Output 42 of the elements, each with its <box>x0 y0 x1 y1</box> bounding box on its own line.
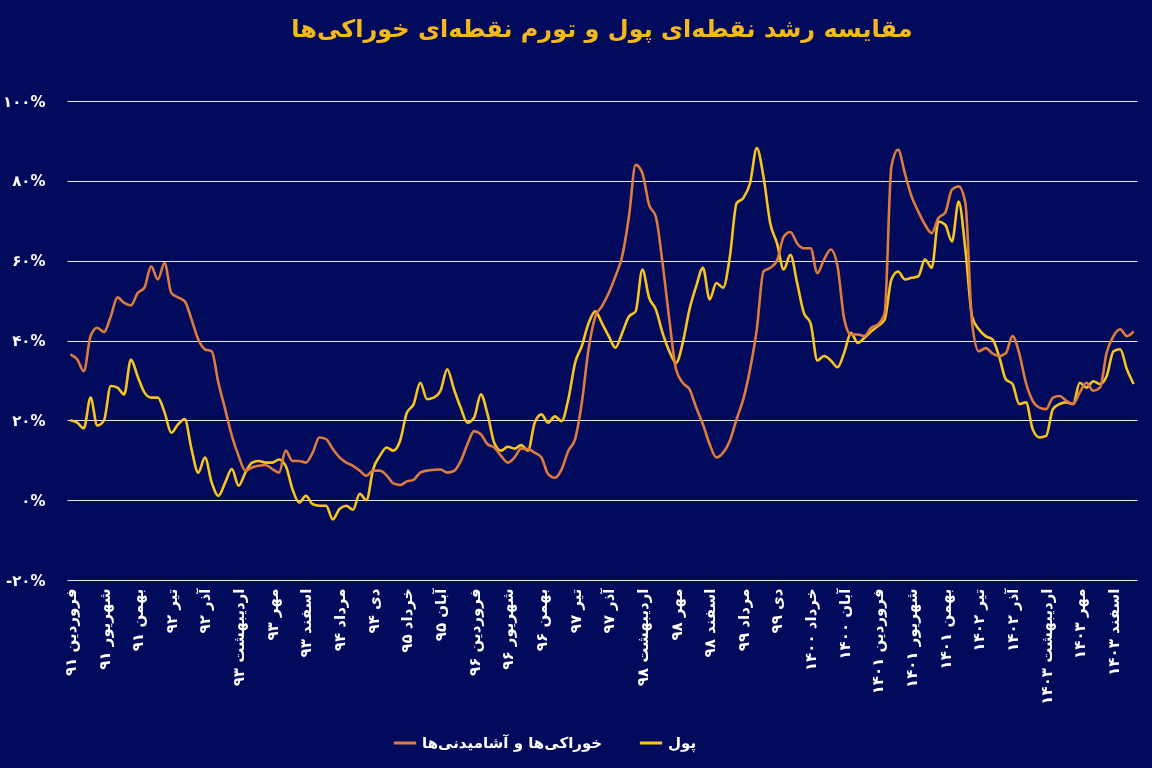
x-tick-label: اردیبهشت ۱۴۰۳ <box>1037 588 1056 705</box>
x-tick-label: فروردین ۹۱ <box>61 588 80 676</box>
x-tick-label: خرداد ۱۴۰۰ <box>802 588 821 672</box>
chart-title: مقایسه رشد نقطه‌ای پول و تورم نقطه‌ای خوراکی‌ها <box>291 15 913 43</box>
legend-label: پول <box>668 734 697 753</box>
x-tick-label: دی ۹۴ <box>364 588 383 634</box>
x-tick-label: مرداد ۹۴ <box>331 588 350 652</box>
x-tick-label: شهریور ۱۴۰۱ <box>903 588 922 689</box>
x-tick-label: آذر ۱۴۰۲ <box>1004 587 1022 652</box>
x-tick-label: اسفند ۱۴۰۳ <box>1104 588 1123 676</box>
x-tick-label: شهریور ۹۶ <box>499 588 518 670</box>
x-tick-label: آبان ۱۴۰۰ <box>835 587 854 660</box>
y-tick-label: ۴۰% <box>12 332 46 350</box>
x-tick-label: بهمن ۱۴۰۱ <box>936 588 955 670</box>
x-tick-label: بهمن ۹۱ <box>129 588 148 652</box>
y-tick-label: ۸۰% <box>12 172 46 191</box>
x-tick-label: دی ۹۹ <box>768 588 787 634</box>
x-tick-label: شهریور ۹۱ <box>95 588 114 670</box>
x-tick-label: آبان ۹۵ <box>431 587 450 642</box>
x-tick-label: اردیبهشت ۹۳ <box>230 588 249 687</box>
x-tick-label: اسفند ۹۳ <box>297 588 316 658</box>
x-tick-label: آذر ۹۷ <box>600 587 619 634</box>
x-tick-label: اسفند ۹۸ <box>701 588 720 658</box>
y-tick-label: ۲۰% <box>12 411 46 430</box>
y-tick-label: ۰% <box>21 491 46 510</box>
x-tick-label: مهر ۱۴۰۳ <box>1071 588 1090 659</box>
x-tick-label: تیر ۹۲ <box>162 588 181 634</box>
x-tick-label: خرداد ۹۵ <box>398 588 417 653</box>
x-tick-label: تیر ۱۴۰۲ <box>970 588 989 652</box>
x-tick-label: مرداد ۹۹ <box>734 588 753 652</box>
legend-label: خوراکی‌ها و آشامیدنی‌ها <box>422 734 603 752</box>
y-tick-label: ۱۰۰% <box>3 92 46 111</box>
x-tick-label: فروردین ۱۴۰۱ <box>869 588 888 695</box>
x-tick-label: مهر ۹۸ <box>667 588 686 641</box>
x-tick-label: آذر ۹۲ <box>196 587 215 634</box>
x-tick-label: بهمن ۹۶ <box>532 588 551 652</box>
x-tick-label: مهر ۹۳ <box>263 588 282 641</box>
y-tick-label: -۲۰% <box>5 571 46 590</box>
x-tick-label: تیر ۹۷ <box>566 588 585 634</box>
x-tick-label: اردیبهشت ۹۸ <box>633 588 652 687</box>
x-tick-label: فروردین ۹۶ <box>465 588 484 676</box>
y-tick-label: ۶۰% <box>12 252 46 271</box>
